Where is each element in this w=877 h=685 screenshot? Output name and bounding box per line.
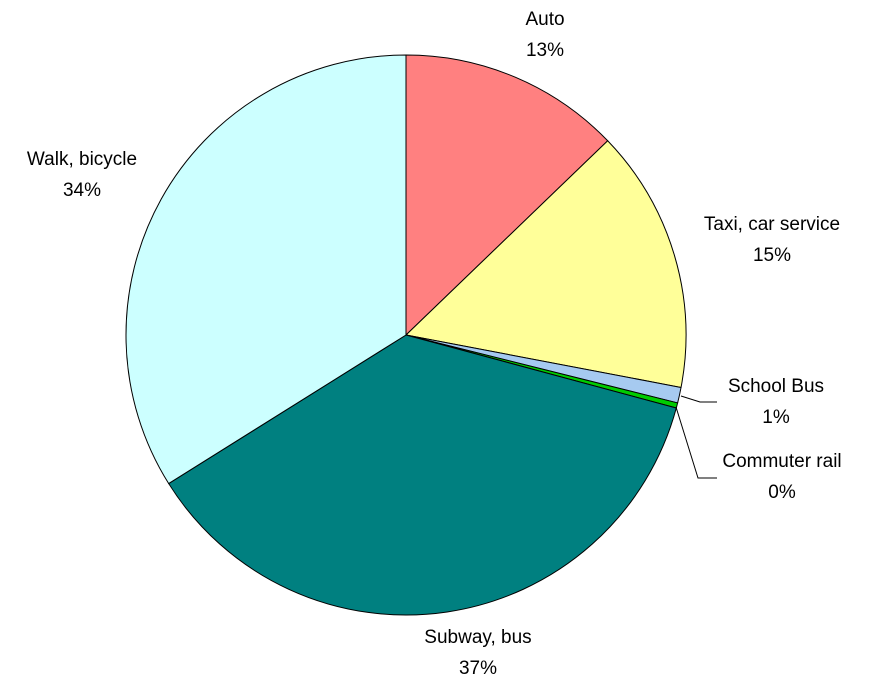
value-label: 13%: [526, 40, 564, 61]
slice: [125, 54, 407, 485]
leader-line: [675, 406, 717, 479]
value-label: 34%: [63, 180, 101, 201]
value-label: 1%: [762, 407, 790, 428]
leader-line: [680, 395, 717, 403]
value-label: 15%: [753, 245, 791, 266]
slice-label: Walk, bicycle: [27, 149, 137, 170]
slice: [167, 334, 677, 616]
slice: [405, 54, 609, 337]
value-label: 37%: [459, 658, 497, 679]
slice-label: Auto: [525, 9, 564, 30]
slice-label: School Bus: [728, 376, 824, 397]
value-label: 0%: [768, 482, 796, 503]
slice-label: Subway, bus: [424, 627, 531, 648]
slice-label: Commuter rail: [722, 451, 841, 472]
slice-label: Taxi, car service: [704, 214, 840, 235]
slice: [404, 140, 687, 389]
